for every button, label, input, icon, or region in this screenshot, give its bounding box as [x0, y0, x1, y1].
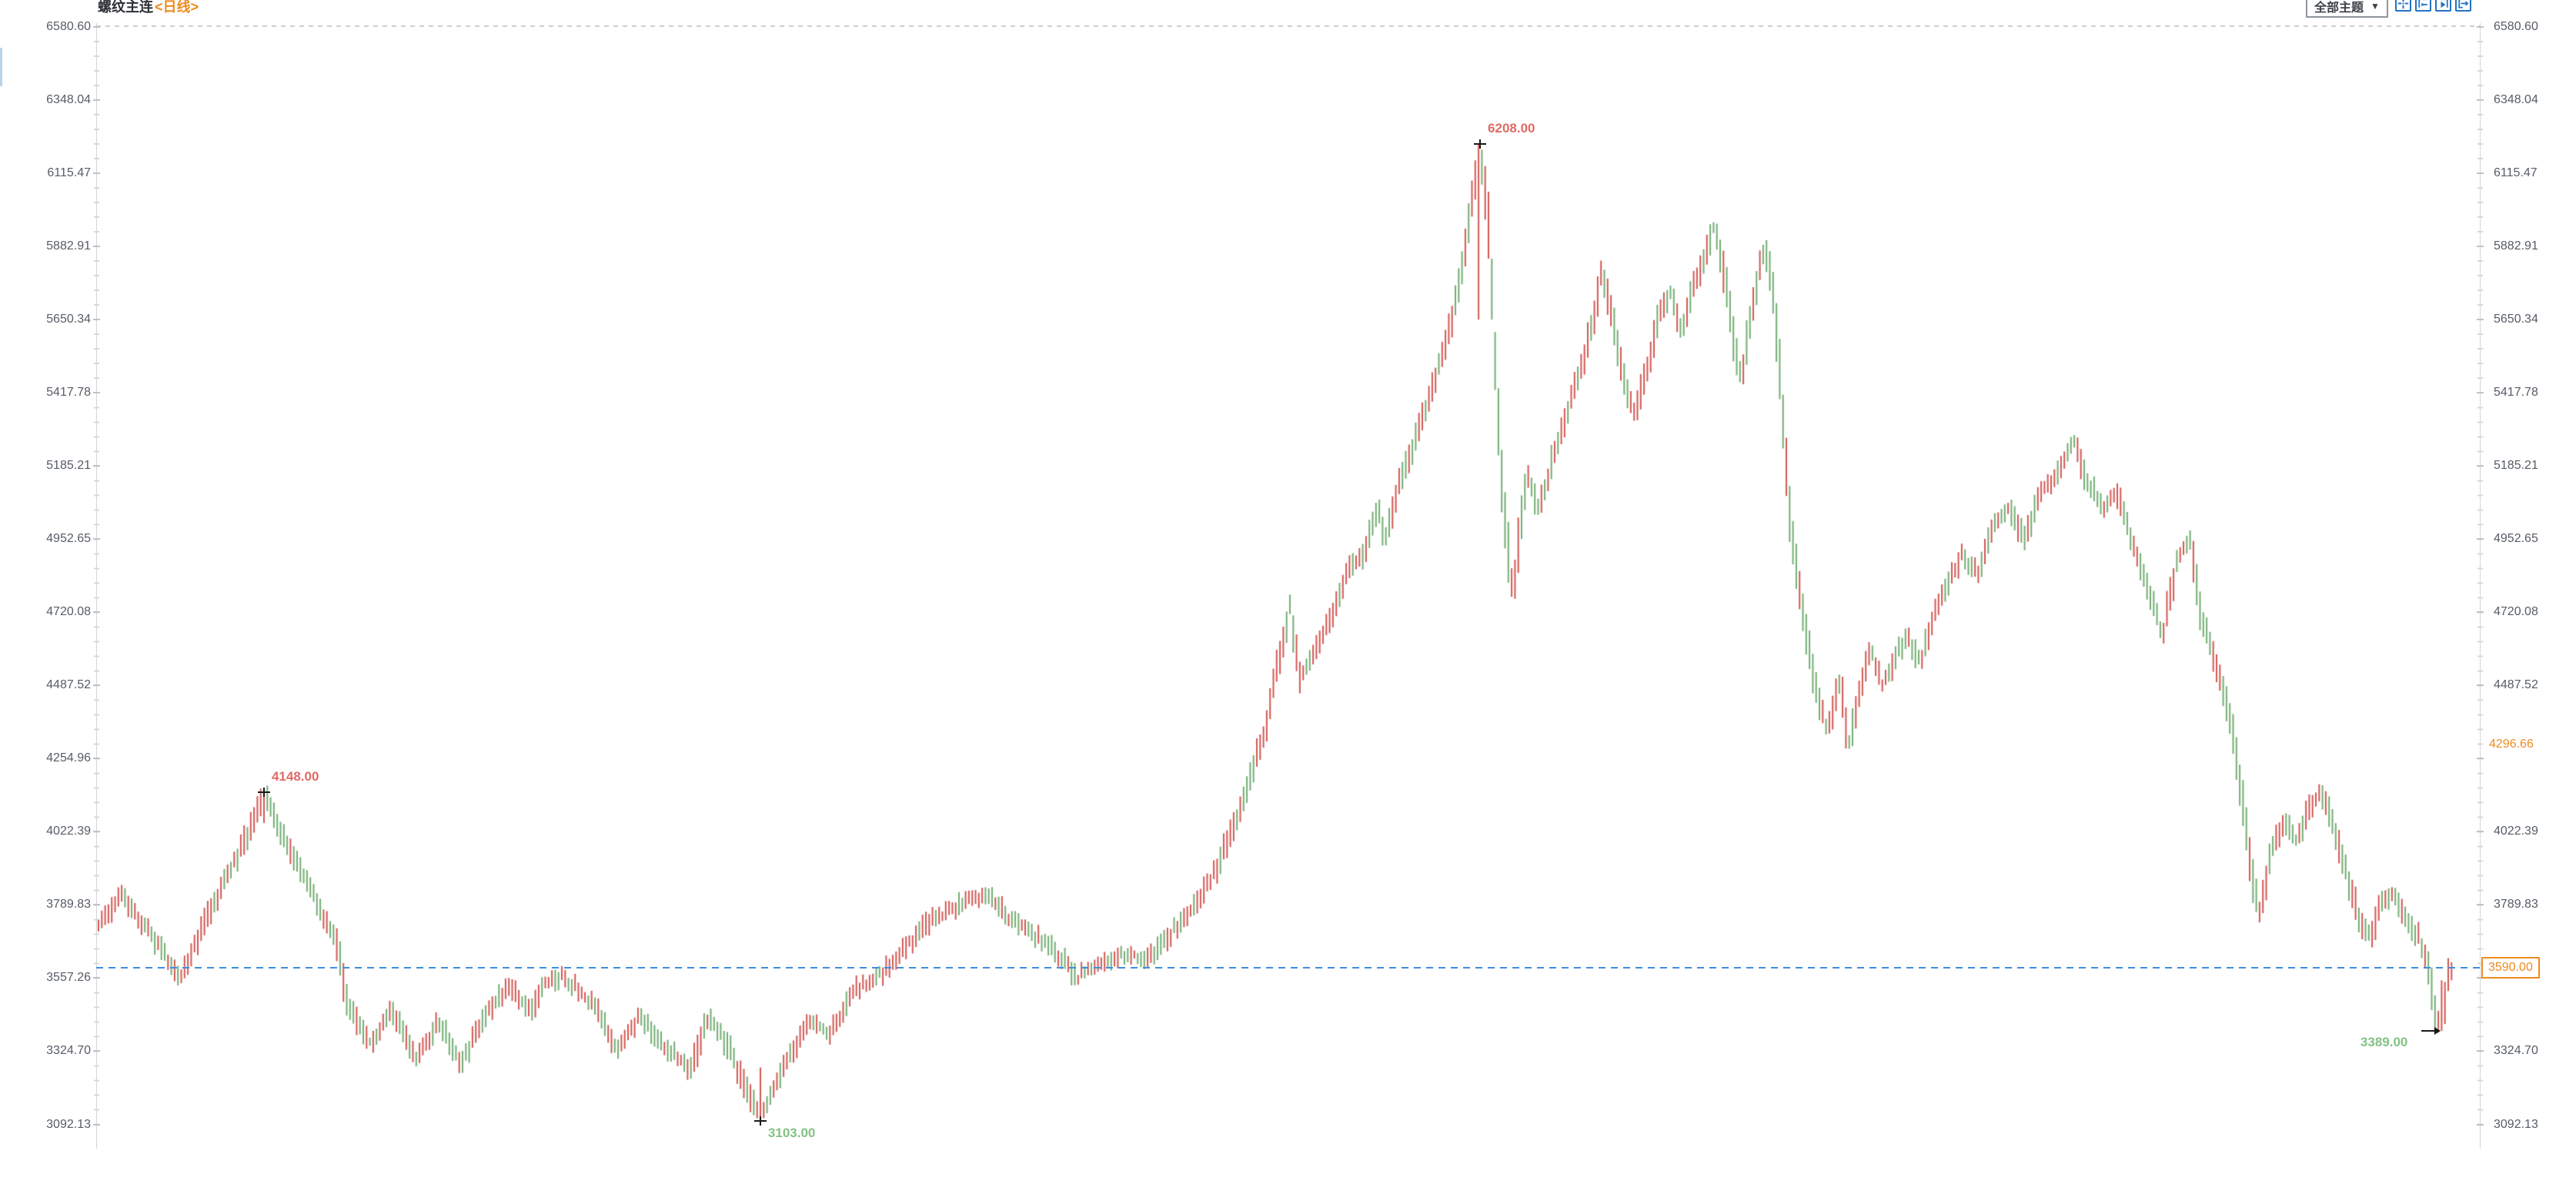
arrow-play-right-icon	[2437, 0, 2449, 9]
price-annotation: 3103.00	[767, 1126, 816, 1141]
arrow-to-left-icon	[2417, 0, 2429, 9]
go-to-latest-button[interactable]	[2455, 0, 2471, 12]
last-price-badge: 3590.00	[2481, 957, 2540, 979]
period-label: <日线>	[155, 0, 199, 15]
instrument-name: 螺纹主连	[98, 0, 153, 15]
scroll-right-button[interactable]	[2435, 0, 2451, 12]
extreme-cross-marker	[1479, 139, 1482, 149]
chevron-down-icon: ▼	[2371, 1, 2380, 12]
settlement-price-label: 4296.66	[2489, 738, 2534, 752]
crosshair-move-icon	[2397, 0, 2409, 9]
extreme-cross-marker	[759, 1116, 761, 1126]
price-annotation: 3389.00	[2360, 1035, 2408, 1050]
theme-dropdown-label: 全部主题	[2314, 2, 2364, 15]
pan-mode-button[interactable]	[2395, 0, 2411, 12]
low-point-arrowhead-icon	[2434, 1027, 2441, 1035]
extreme-cross-marker	[262, 787, 265, 797]
low-point-arrow-line	[2421, 1030, 2435, 1032]
scroll-to-start-button[interactable]	[2415, 0, 2431, 12]
theme-dropdown[interactable]: 全部主题 ▼	[2306, 0, 2388, 18]
price-annotation: 4148.00	[271, 768, 319, 784]
price-annotation: 6208.00	[1488, 120, 1535, 135]
chart-title: 螺纹主连 <日线>	[98, 0, 199, 16]
last-price-reference-line	[96, 967, 2480, 969]
arrow-exit-right-icon	[2457, 0, 2469, 9]
